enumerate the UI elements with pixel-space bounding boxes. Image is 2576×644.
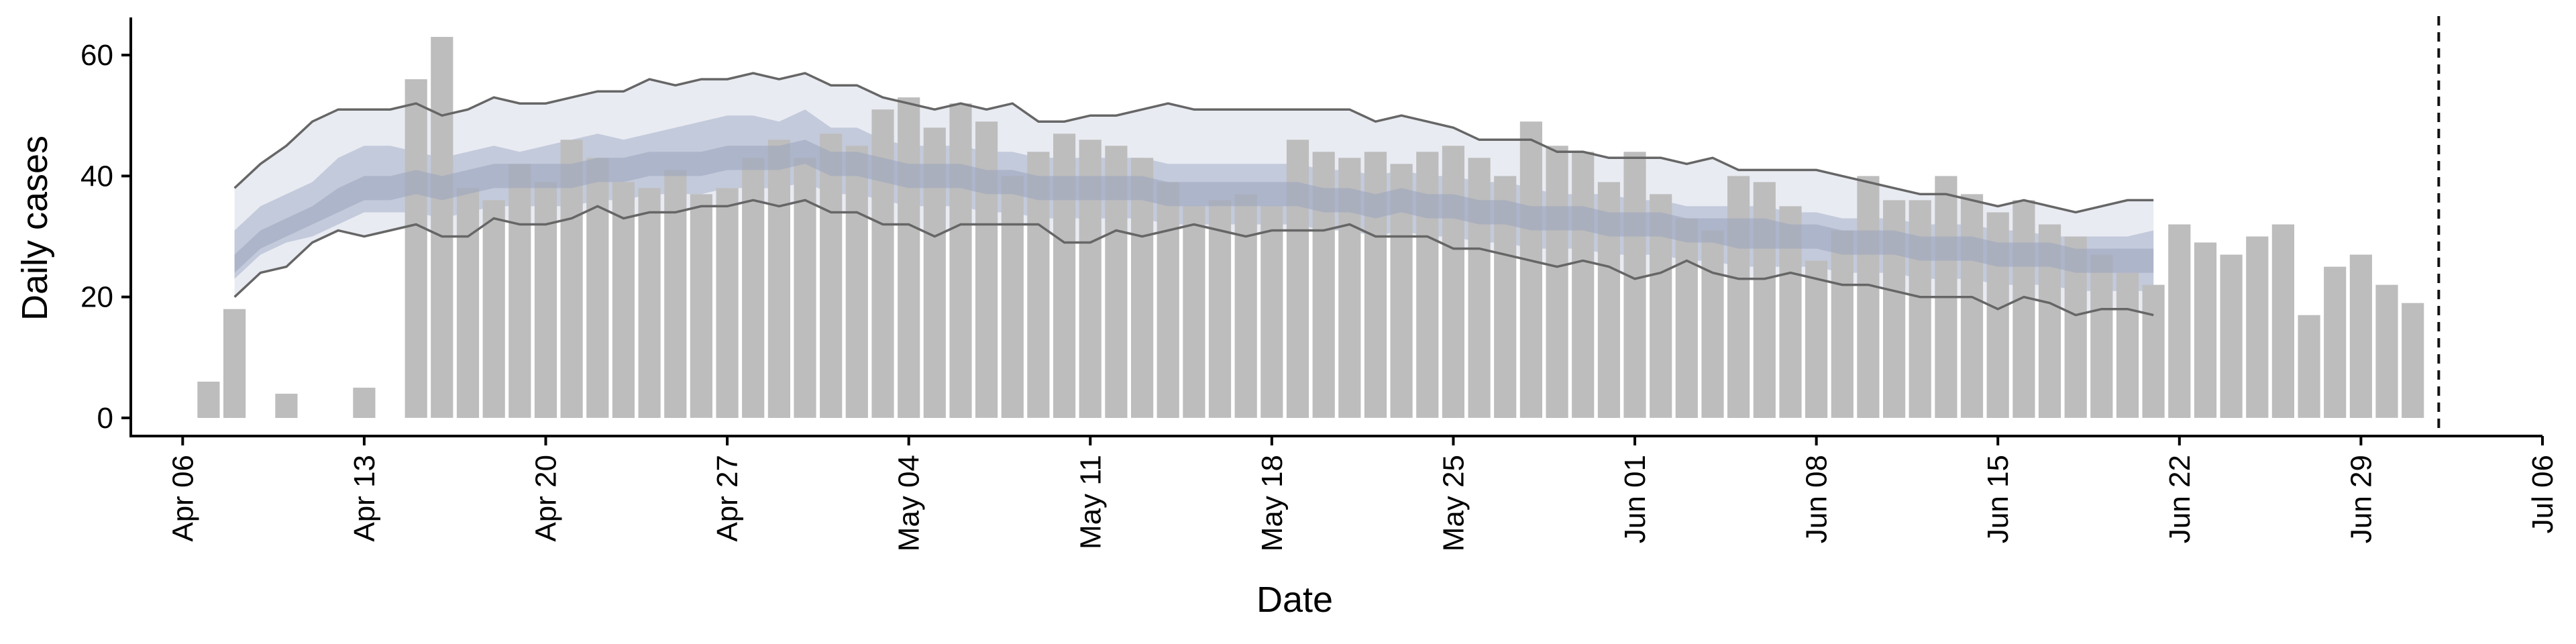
lower-bound-line [233, 199, 2154, 317]
y-tick-label: 0 [97, 402, 113, 435]
case-bar [794, 158, 816, 418]
case-bar [1753, 182, 1776, 418]
x-tick-label: Apr 13 [348, 455, 381, 542]
case-bar [431, 37, 453, 418]
case-bar [2142, 284, 2165, 418]
x-tick-label: May 04 [893, 455, 926, 551]
case-bar [1701, 230, 1724, 418]
case-bar [1909, 200, 1931, 418]
case-bar [405, 79, 427, 418]
case-bar [716, 188, 739, 418]
case-bar [482, 200, 505, 418]
case-bar [1623, 152, 1646, 418]
case-bar [1442, 146, 1464, 419]
x-ticks-layer: Apr 06 Apr 13 Apr 20 Apr 27 May 04 May 11 May … [166, 436, 2559, 551]
case-bar [1960, 194, 1984, 418]
y-axis-title: Daily cases [15, 136, 55, 321]
case-bar [638, 188, 661, 418]
case-bar [1260, 206, 1283, 418]
case-bar [2090, 254, 2113, 418]
case-bar [1727, 176, 1750, 418]
case-bar [2349, 254, 2372, 418]
case-bar [1831, 230, 1854, 418]
case-bar [2271, 224, 2294, 418]
case-bar [2298, 315, 2320, 418]
case-bar [353, 387, 376, 418]
case-bar [1416, 152, 1439, 418]
bound-lines-layer [233, 72, 2154, 317]
y-ticks-layer: 0 20 40 60 [80, 39, 131, 435]
case-bar [871, 109, 894, 418]
case-bar [2168, 224, 2191, 418]
x-tick-label: Jun 01 [1619, 455, 1652, 543]
x-tick-label: Jun 08 [1801, 455, 1833, 543]
case-bar [1857, 176, 1880, 418]
case-bar [898, 97, 920, 418]
x-tick-label: Apr 20 [529, 455, 562, 542]
case-bar [1675, 218, 1698, 418]
case-bar [1286, 140, 1309, 419]
case-bar [508, 164, 531, 418]
case-bar [2194, 242, 2217, 418]
case-bar [1468, 158, 1491, 418]
case-bar [742, 158, 765, 418]
x-tick-label: Jun 22 [2163, 455, 2196, 543]
case-bar [197, 381, 220, 418]
x-tick-label: May 11 [1074, 455, 1107, 549]
y-tick-label: 20 [80, 281, 113, 314]
y-tick-label: 40 [80, 160, 113, 193]
case-bar [275, 393, 298, 418]
case-bar [534, 182, 557, 418]
y-tick-label: 60 [80, 39, 113, 72]
case-bar [223, 309, 246, 418]
x-tick-label: Jul 06 [2526, 455, 2559, 533]
case-bar [1157, 182, 1179, 418]
median-band [234, 140, 2154, 273]
x-tick-label: Jun 29 [2345, 455, 2377, 543]
case-bar [2246, 236, 2269, 418]
case-bar [1208, 200, 1232, 418]
case-bar [2324, 266, 2347, 418]
case-bar [1546, 146, 1568, 419]
case-bar [664, 170, 687, 418]
case-bar [690, 194, 712, 418]
case-bar [820, 133, 843, 419]
x-tick-label: May 25 [1437, 455, 1470, 551]
case-bar [975, 121, 998, 418]
case-bar [2220, 254, 2243, 418]
case-bar [1519, 121, 1542, 418]
case-bar [2116, 272, 2139, 418]
case-bar [1183, 206, 1205, 418]
x-axis-title: Date [1256, 580, 1333, 620]
case-bar [456, 188, 480, 418]
case-bar [949, 103, 972, 418]
axes-layer [129, 17, 2542, 437]
case-bar [1805, 260, 1828, 418]
case-bar [2375, 284, 2398, 418]
case-bar [2012, 200, 2035, 418]
upper-bound-line [233, 72, 2154, 214]
x-tick-label: May 18 [1256, 455, 1289, 551]
case-bar [1001, 176, 1024, 418]
case-bar [767, 140, 790, 419]
case-bar [1234, 194, 1257, 418]
x-tick-label: Jun 15 [1982, 455, 2015, 543]
case-bar [586, 158, 609, 418]
case-bar [1572, 152, 1595, 418]
case-bar [2402, 303, 2424, 418]
x-tick-label: Apr 06 [166, 455, 199, 542]
x-tick-label: Apr 27 [711, 455, 744, 542]
case-bar [612, 182, 635, 418]
case-bar [845, 146, 868, 419]
median-band-layer [234, 140, 2154, 273]
case-bar [1364, 152, 1387, 418]
